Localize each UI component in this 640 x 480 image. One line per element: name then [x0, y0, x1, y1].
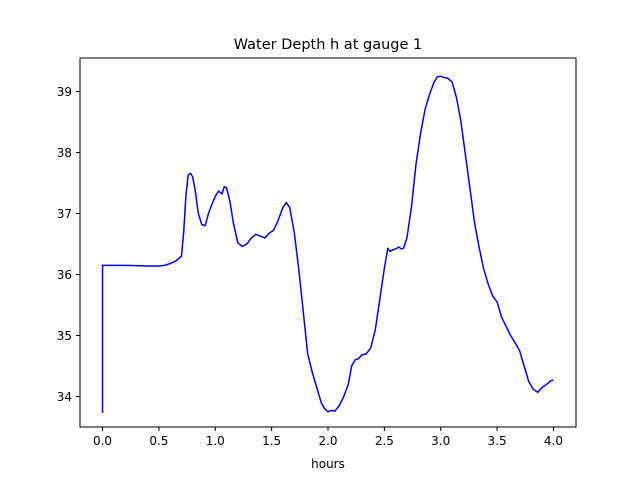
series-layer [101, 75, 554, 413]
chart-title: Water Depth h at gauge 1 [234, 37, 422, 53]
y-tick-label: 35 [57, 329, 72, 343]
x-tick-label: 2.5 [375, 434, 394, 448]
x-tick-label: 0.5 [149, 434, 168, 448]
x-tick-label: 3.5 [488, 434, 507, 448]
plot-area [80, 58, 576, 427]
x-tick-label: 2.0 [318, 434, 337, 448]
y-tick-label: 34 [57, 390, 72, 404]
x-tick-label: 1.0 [206, 434, 225, 448]
plot-frame [79, 57, 577, 428]
series-line [101, 75, 554, 413]
x-tick-label: 4.0 [544, 434, 563, 448]
x-tick-label: 0.0 [93, 434, 112, 448]
x-tick-label: 1.5 [262, 434, 281, 448]
y-tick-label: 36 [57, 268, 72, 282]
y-tick-label: 38 [57, 146, 72, 160]
ticks-layer: 0.0 0.5 1.0 1.5 2.0 2.5 3.0 3.5 4.0 34 35 36 37 38 39 [57, 85, 563, 448]
x-axis-label: hours [311, 457, 345, 471]
y-tick-label: 39 [57, 85, 72, 99]
y-tick-label: 37 [57, 207, 72, 221]
x-tick-label: 3.0 [431, 434, 450, 448]
